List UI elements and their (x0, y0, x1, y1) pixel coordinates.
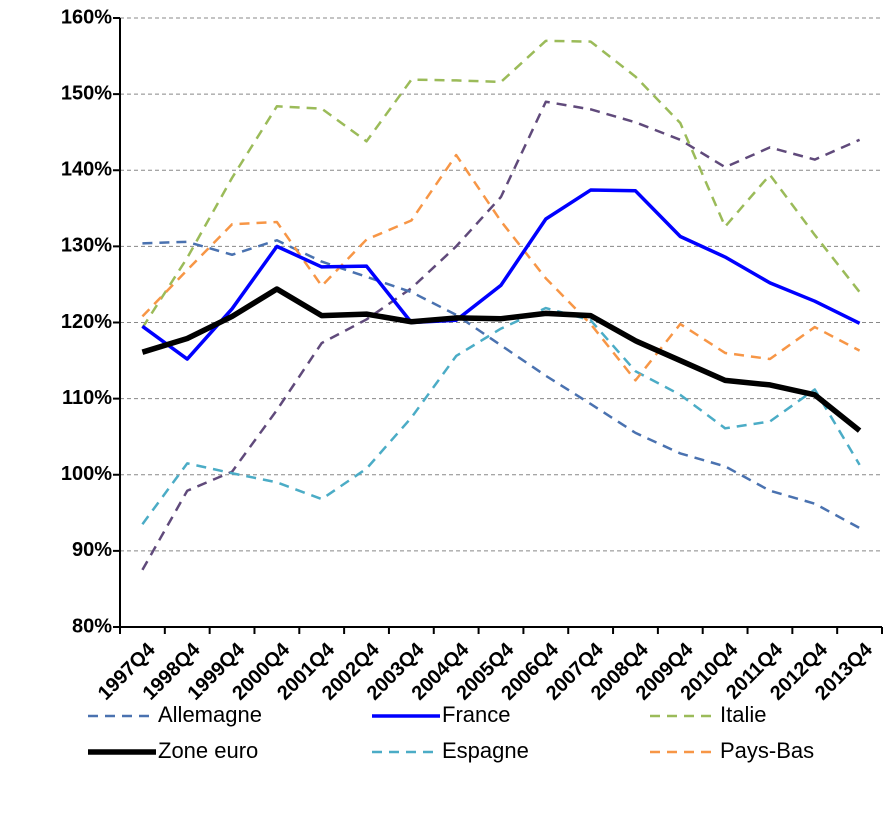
y-tick-label: 80% (72, 615, 112, 637)
y-tick-label: 90% (72, 539, 112, 561)
series-line (141, 306, 861, 525)
legend-label: Allemagne (158, 702, 262, 727)
series-line (141, 286, 862, 433)
y-tick-label: 160% (61, 6, 112, 28)
y-tick-label: 100% (61, 463, 112, 485)
series-line (141, 153, 861, 382)
series-line (141, 188, 861, 361)
y-tick-label: 120% (61, 311, 112, 333)
legend-label: France (442, 702, 510, 727)
y-tick-label: 130% (61, 235, 112, 257)
y-tick-label: 150% (61, 82, 112, 104)
y-tick-label: 140% (61, 159, 112, 181)
legend-label: Italie (720, 702, 766, 727)
legend-label: Zone euro (158, 738, 258, 763)
legend-label: Pays-Bas (720, 738, 814, 763)
series-line (141, 100, 861, 571)
y-tick-label: 110% (62, 387, 112, 409)
series-line (142, 239, 861, 530)
series-line (141, 39, 861, 329)
legend-label: Espagne (442, 738, 529, 763)
